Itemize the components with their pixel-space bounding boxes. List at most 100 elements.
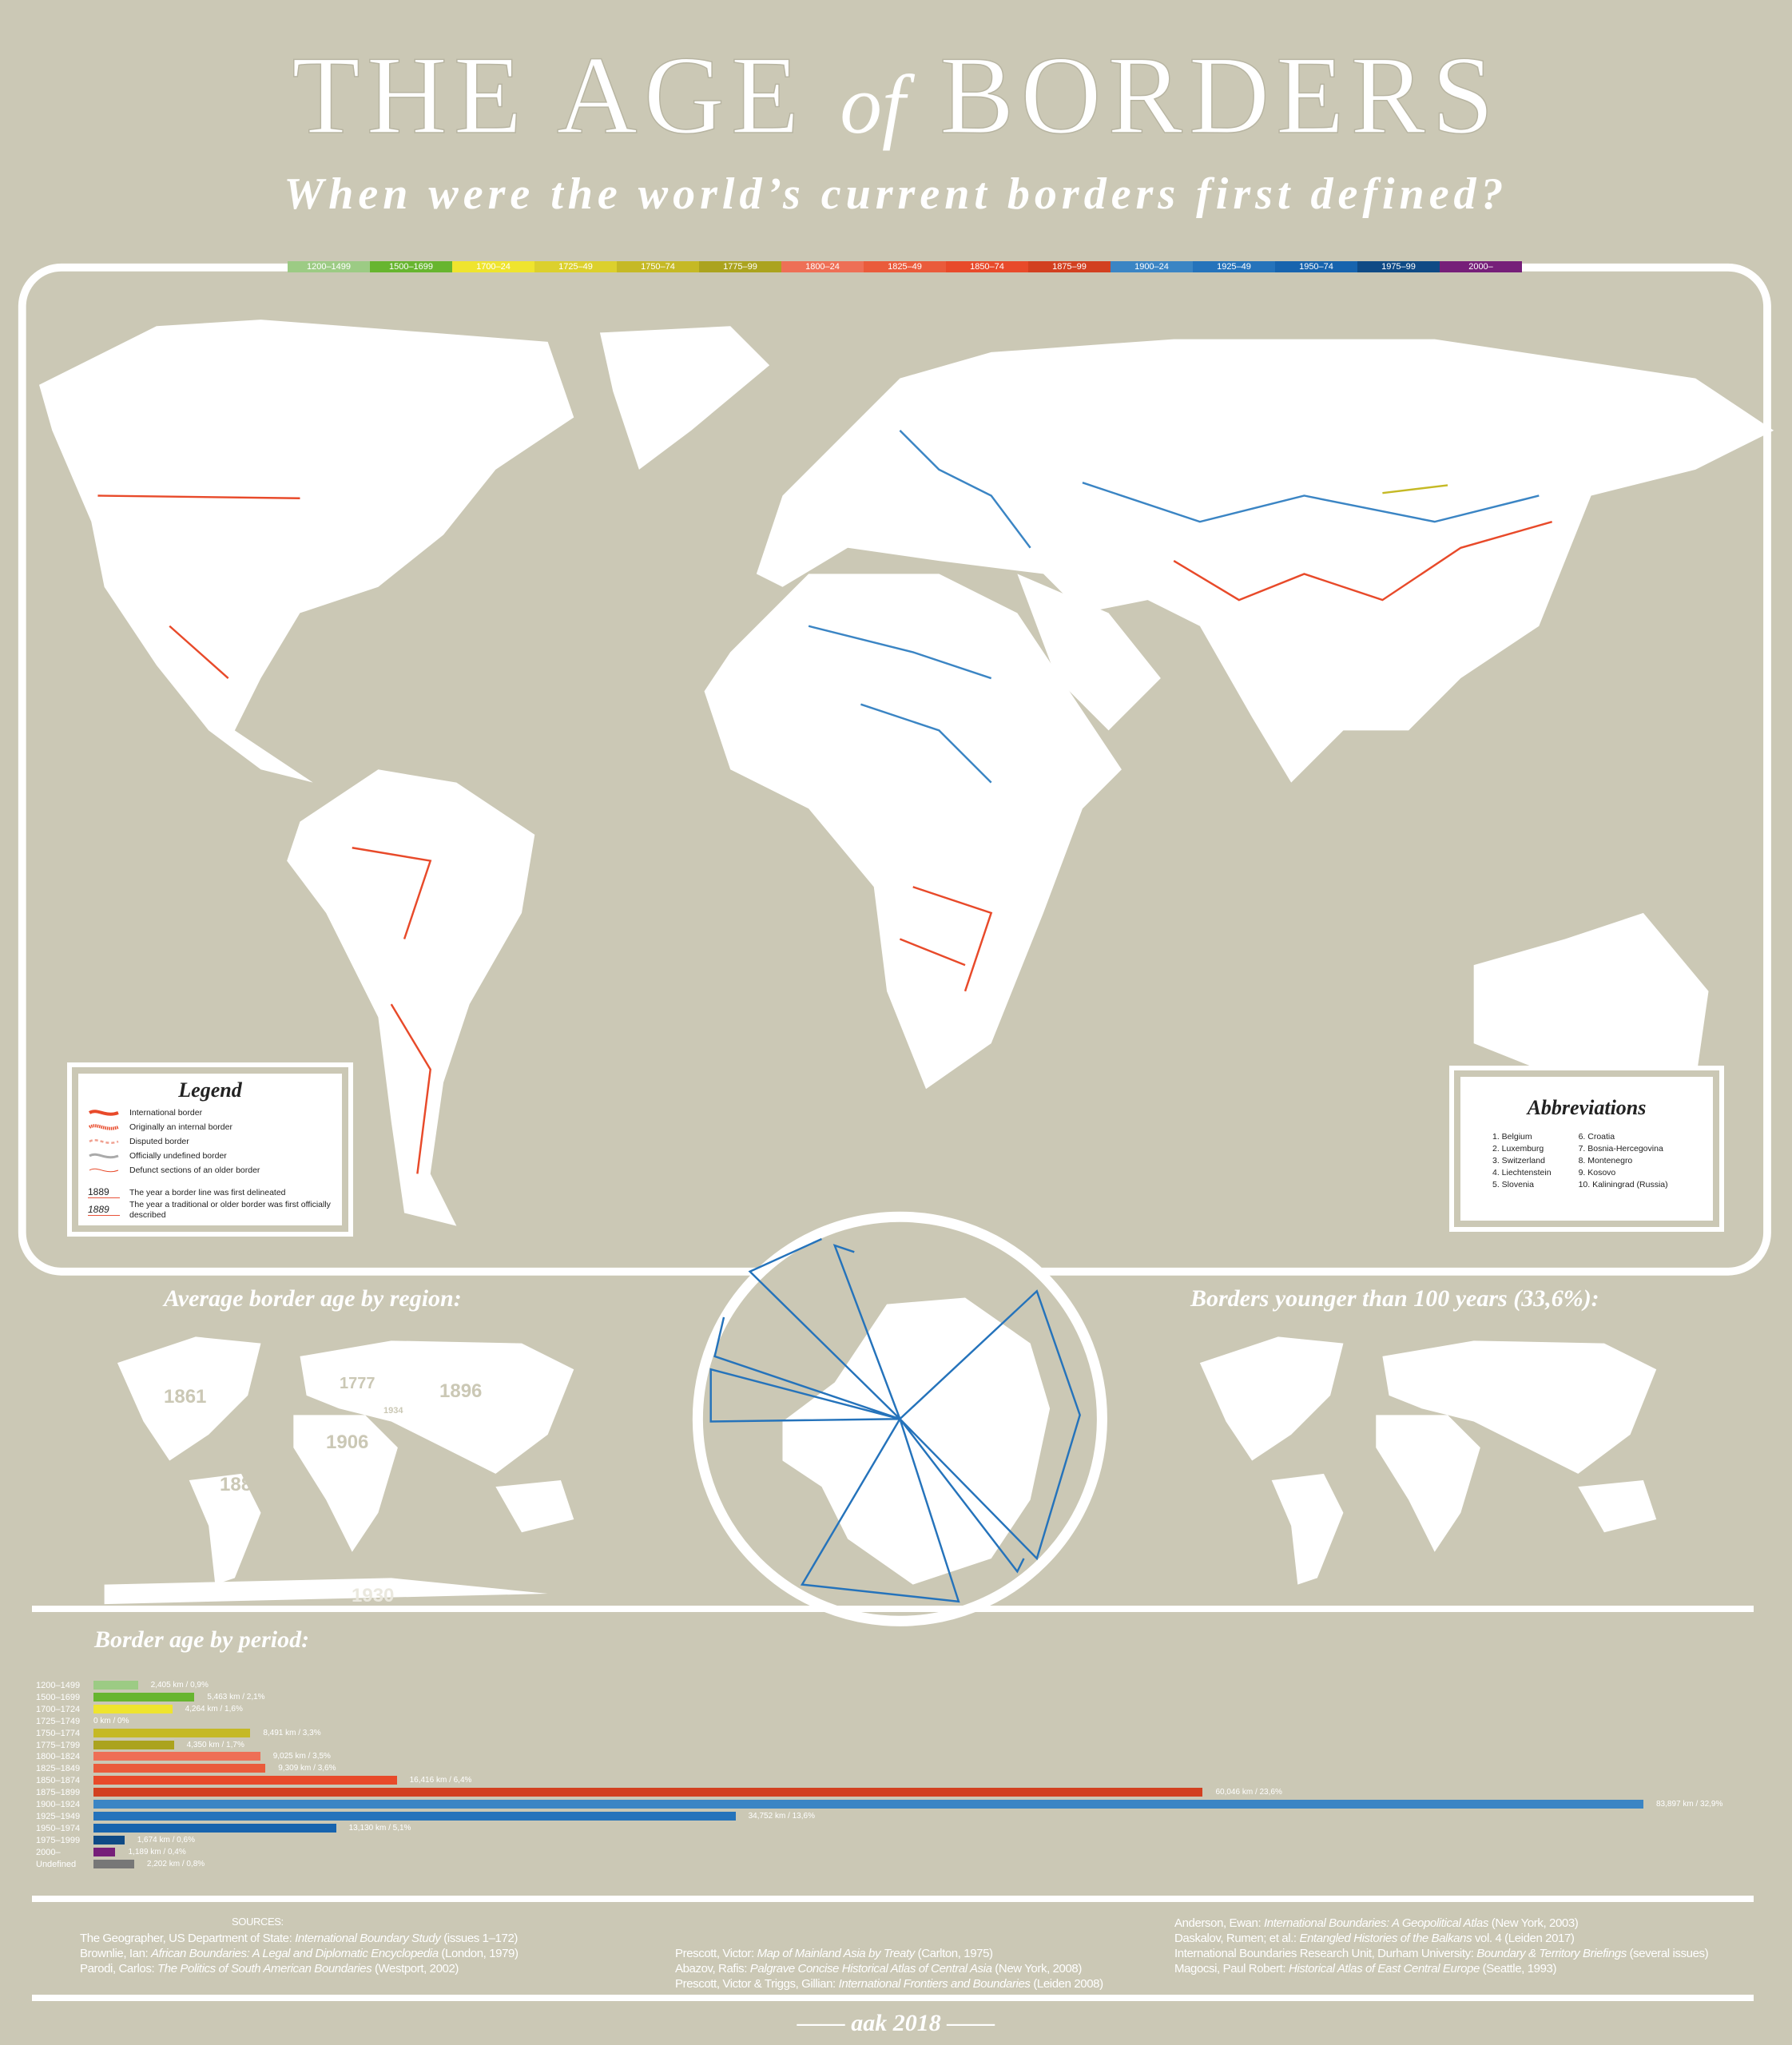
bar <box>93 1752 260 1761</box>
legend-year-label: The year a border line was first delinea… <box>129 1187 286 1197</box>
source-author: The Geographer, US Department of State: <box>80 1932 296 1945</box>
abbreviation-item: 3. Switzerland <box>1492 1156 1545 1165</box>
legend-year-sample: 1889 <box>88 1187 120 1198</box>
source-entry: Magocsi, Paul Robert: Historical Atlas o… <box>1174 1961 1708 1976</box>
border-lines <box>97 429 1552 1174</box>
region-age-europe: 1777 <box>340 1375 375 1392</box>
bar-category-label: 1750–1774 <box>36 1728 81 1738</box>
divider <box>32 1896 1754 1902</box>
bar-category-label: Undefined <box>36 1859 77 1869</box>
bar <box>93 1740 174 1749</box>
footer-credit: —— aak 2018 —— <box>797 2010 995 2036</box>
source-details: (Carlton, 1975) <box>914 1947 993 1960</box>
period-color-scale: 1200–1499 1500–1699 1700–24 1725–49 1750–74 1… <box>288 261 1522 272</box>
bar-value-label: 2,405 km / 0,9% <box>150 1681 209 1690</box>
title-of: of <box>840 58 906 151</box>
source-title: Entangled Histories of the Balkans <box>1299 1932 1472 1945</box>
source-title: International Frontiers and Boundaries <box>838 1977 1031 1991</box>
north-america-shape <box>38 320 574 783</box>
bar <box>93 1681 138 1690</box>
source-author: Brownlie, Ian: <box>80 1947 152 1960</box>
title-part2: BORDERS <box>939 33 1500 158</box>
source-author: International Boundaries Research Unit, … <box>1174 1947 1477 1960</box>
source-entry: Abazov, Rafis: Palgrave Concise Historic… <box>675 1961 1103 1976</box>
period-swatch: 1750–74 <box>617 261 699 272</box>
period-swatch: 1700–24 <box>452 261 534 272</box>
solid-thick-line-icon <box>88 1110 119 1116</box>
period-swatch: 1875–99 <box>1028 261 1111 272</box>
legend-year-item: 1889 The year a traditional or older bord… <box>78 1200 342 1221</box>
abbreviation-item: 5. Slovenia <box>1492 1180 1534 1189</box>
source-author: Prescott, Victor & Triggs, Gillian: <box>675 1977 839 1991</box>
period-swatch: 1200–1499 <box>288 261 370 272</box>
bar <box>93 1704 173 1713</box>
antarctic-claims <box>709 1237 1081 1603</box>
abbreviation-item: 4. Liechtenstein <box>1492 1168 1552 1177</box>
legend-year-item: 1889 The year a border line was first del… <box>78 1185 342 1200</box>
bar <box>93 1859 134 1868</box>
page-title: THE AGE of BORDERS <box>0 32 1792 169</box>
source-entry: The Geographer, US Department of State: … <box>80 1931 519 1946</box>
south-america-shape <box>287 769 535 1226</box>
abbreviation-item: 7. Bosnia-Hercegovina <box>1578 1144 1663 1154</box>
legend-item-label: Disputed border <box>129 1136 189 1146</box>
bar-value-label: 34,752 km / 13,6% <box>748 1811 815 1821</box>
bar-category-label: 1975–1999 <box>36 1835 81 1845</box>
bar-value-label: 4,264 km / 1,6% <box>185 1704 243 1713</box>
legend-item-label: Originally an internal border <box>129 1122 232 1132</box>
legend-item: International border <box>78 1106 342 1120</box>
bar-category-label: 1950–1974 <box>36 1823 81 1833</box>
source-entry: Daskalov, Rumen; et al.: Entangled Histo… <box>1174 1931 1708 1946</box>
region-age-south-america: 1881 <box>220 1474 263 1495</box>
region-age-asia: 1896 <box>439 1380 483 1402</box>
abbreviation-item: 8. Montenegro <box>1578 1156 1633 1165</box>
legend-title: Legend <box>178 1078 242 1102</box>
bar-value-label: 4,350 km / 1,7% <box>186 1740 244 1749</box>
abbreviation-item: 2. Luxemburg <box>1492 1144 1544 1154</box>
legend-item: Defunct sections of an older border <box>78 1163 342 1177</box>
source-entry: Anderson, Ewan: International Boundaries… <box>1174 1916 1708 1931</box>
region-age-north-america: 1861 <box>164 1386 207 1408</box>
sources-col1: The Geographer, US Department of State: … <box>80 1931 519 1976</box>
source-title: Map of Mainland Asia by Treaty <box>757 1947 916 1960</box>
bar-value-label: 13,130 km / 5,1% <box>348 1823 411 1833</box>
bar-category-label: 1925–1949 <box>36 1811 81 1821</box>
source-details: vol. 4 (Leiden 2017) <box>1472 1932 1575 1945</box>
bar-category-label: 1700–1724 <box>36 1704 81 1714</box>
bar <box>93 1811 736 1821</box>
source-author: Abazov, Rafis: <box>675 1962 750 1976</box>
abbreviation-item: 9. Kosovo <box>1578 1168 1616 1177</box>
bar-value-label: 0 km / 0% <box>93 1716 129 1725</box>
period-swatch: 1850–74 <box>946 261 1028 272</box>
region-age-antarctica: 1930 <box>352 1585 395 1606</box>
source-title: Historical Atlas of East Central Europe <box>1288 1962 1480 1976</box>
bar-category-label: 1825–1849 <box>36 1764 81 1774</box>
bar-category-label: 1850–1874 <box>36 1776 81 1786</box>
source-entry: Prescott, Victor & Triggs, Gillian: Inte… <box>675 1976 1103 1991</box>
hatched-line-icon <box>88 1124 119 1130</box>
grey-line-icon <box>89 1153 119 1159</box>
bar-category-label: 1775–1799 <box>36 1740 81 1750</box>
sources-col2: Prescott, Victor: Map of Mainland Asia b… <box>675 1946 1103 1991</box>
bar <box>93 1823 336 1833</box>
sources-col3: Anderson, Ewan: International Boundaries… <box>1174 1916 1709 1976</box>
bar-category-label: 1875–1899 <box>36 1788 81 1798</box>
bar <box>93 1728 251 1737</box>
bar-category-label: 1900–1924 <box>36 1800 81 1809</box>
sources-heading: SOURCES: <box>232 1916 284 1928</box>
region-age-title: Average border age by region: <box>164 1285 462 1312</box>
source-details: (New York, 2003) <box>1488 1916 1579 1930</box>
region-age-middle-east: 1934 <box>383 1406 403 1416</box>
bar <box>93 1788 1203 1797</box>
title-part1: THE AGE <box>291 33 806 158</box>
abbreviations-title: Abbreviations <box>1527 1096 1647 1119</box>
period-swatch: 1825–49 <box>864 261 946 272</box>
chart-title: Border age by period: <box>94 1626 310 1653</box>
legend-box: Legend International border Originally an… <box>67 1062 353 1237</box>
bar <box>93 1764 266 1773</box>
divider <box>32 1995 1754 2001</box>
bar-value-label: 1,189 km / 0,4% <box>128 1847 186 1856</box>
source-details: (Leiden 2008) <box>1030 1977 1103 1991</box>
abbreviation-item: 1. Belgium <box>1492 1132 1532 1142</box>
